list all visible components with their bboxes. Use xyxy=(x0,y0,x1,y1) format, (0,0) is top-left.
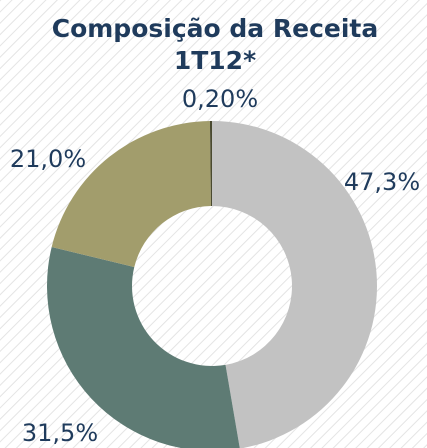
donut-segment xyxy=(212,121,377,448)
data-label: 47,3% xyxy=(344,168,420,196)
data-label: 31,5% xyxy=(22,419,98,447)
donut-segment xyxy=(209,121,212,207)
data-label: 0,20% xyxy=(182,85,258,113)
chart-subtitle: 1T12* xyxy=(174,46,256,75)
donut-segment xyxy=(51,121,211,268)
donut-segment xyxy=(47,246,240,448)
data-label: 21,0% xyxy=(10,145,86,173)
chart-title: Composição da Receita xyxy=(52,14,379,43)
